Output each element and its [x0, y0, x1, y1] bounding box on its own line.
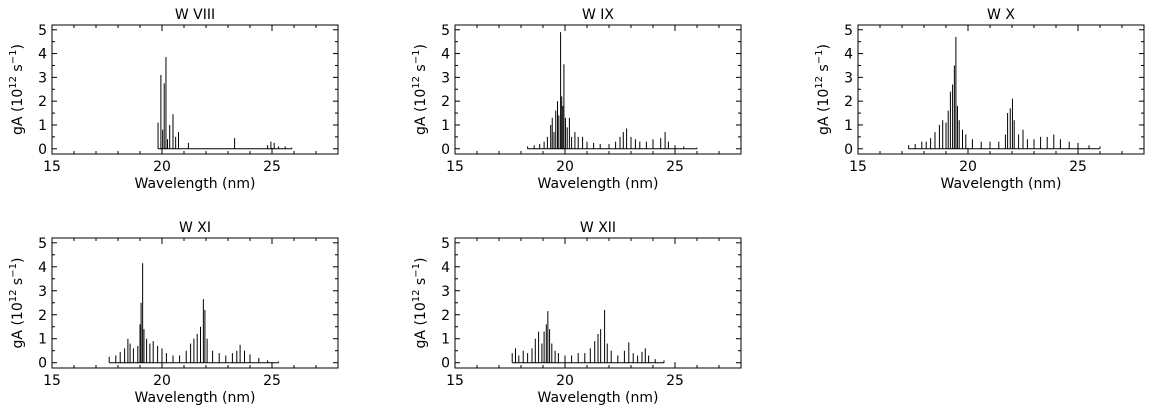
y-axis-label: gA (1012 s−1)	[814, 44, 832, 135]
x-axis-label: Wavelength (nm)	[538, 390, 659, 406]
chart-title: W IX	[582, 7, 614, 23]
y-tick-label: 5	[38, 236, 47, 252]
y-tick-label: 4	[441, 47, 450, 63]
chart-title: W XI	[179, 220, 211, 236]
y-tick-label: 3	[844, 70, 853, 86]
y-axis-label-superscript: 12	[411, 290, 422, 303]
y-tick-label: 1	[38, 332, 47, 348]
plot-frame	[454, 24, 742, 155]
y-tick-label: 2	[844, 94, 853, 110]
x-tick-label: 20	[556, 373, 574, 389]
y-axis-label-superscript: −1	[8, 50, 19, 65]
y-tick-label: 3	[441, 284, 450, 300]
y-axis-label-superscript: −1	[8, 263, 19, 278]
y-axis-label-part: )	[413, 258, 429, 263]
x-axis-label: Wavelength (nm)	[941, 176, 1062, 192]
y-tick-label: 2	[38, 308, 47, 324]
y-tick-label: 2	[38, 94, 47, 110]
y-tick-label: 1	[441, 332, 450, 348]
y-tick-label: 1	[441, 118, 450, 134]
y-axis-label-superscript: −1	[411, 50, 422, 65]
x-tick-label: 20	[556, 159, 574, 175]
y-tick-label: 3	[441, 70, 450, 86]
y-axis-label-part: s	[10, 278, 26, 290]
y-axis-label-part: s	[413, 64, 429, 76]
y-axis-label-superscript: 12	[8, 290, 19, 303]
y-axis-label-part: s	[10, 64, 26, 76]
y-axis-label-superscript: −1	[814, 50, 825, 65]
x-tick-label: 20	[153, 159, 171, 175]
y-axis-label-part: gA (10	[816, 89, 832, 135]
y-tick-label: 5	[844, 23, 853, 39]
y-tick-label: 0	[441, 356, 450, 372]
y-tick-label: 0	[38, 142, 47, 158]
y-tick-label: 0	[38, 356, 47, 372]
y-axis-label: gA (1012 s−1)	[411, 258, 429, 349]
y-axis-label: gA (1012 s−1)	[8, 258, 26, 349]
y-axis-label-part: s	[413, 278, 429, 290]
y-tick-label: 4	[38, 47, 47, 63]
chart-title: W X	[987, 7, 1015, 23]
y-tick-label: 4	[844, 47, 853, 63]
x-tick-label: 25	[263, 373, 281, 389]
x-axis-label: Wavelength (nm)	[135, 176, 256, 192]
y-tick-label: 5	[441, 236, 450, 252]
x-tick-label: 15	[43, 373, 61, 389]
y-axis-label-part: s	[816, 64, 832, 76]
x-tick-label: 15	[849, 159, 867, 175]
y-axis-label: gA (1012 s−1)	[411, 44, 429, 135]
x-tick-label: 25	[263, 159, 281, 175]
plot-frame	[51, 237, 339, 369]
x-tick-label: 15	[446, 159, 464, 175]
y-axis-label-superscript: 12	[411, 76, 422, 89]
y-tick-label: 2	[441, 94, 450, 110]
x-tick-label: 15	[43, 159, 61, 175]
y-tick-label: 5	[38, 23, 47, 39]
y-axis-label-superscript: 12	[8, 76, 19, 89]
y-axis-label-part: gA (10	[413, 89, 429, 135]
x-tick-label: 20	[153, 373, 171, 389]
x-axis-label: Wavelength (nm)	[538, 176, 659, 192]
y-tick-label: 3	[38, 284, 47, 300]
x-tick-label: 25	[1069, 159, 1087, 175]
y-tick-label: 1	[844, 118, 853, 134]
y-axis-label-part: gA (10	[10, 302, 26, 348]
y-tick-label: 2	[441, 308, 450, 324]
x-axis-label: Wavelength (nm)	[135, 390, 256, 406]
y-axis-label-part: )	[10, 44, 26, 49]
x-tick-label: 20	[959, 159, 977, 175]
plot-frame	[857, 24, 1145, 155]
x-tick-label: 15	[446, 373, 464, 389]
y-tick-label: 4	[38, 260, 47, 276]
y-axis-label-part: )	[816, 44, 832, 49]
y-axis-label-part: )	[413, 44, 429, 49]
y-tick-label: 5	[441, 23, 450, 39]
y-axis-label-part: gA (10	[413, 302, 429, 348]
chart-title: W VIII	[175, 7, 215, 23]
y-axis-label-part: gA (10	[10, 89, 26, 135]
y-axis-label-superscript: 12	[814, 76, 825, 89]
y-tick-label: 0	[844, 142, 853, 158]
y-tick-label: 3	[38, 70, 47, 86]
x-tick-label: 25	[666, 373, 684, 389]
y-tick-label: 0	[441, 142, 450, 158]
y-axis-label-superscript: −1	[411, 263, 422, 278]
y-axis-label-part: )	[10, 258, 26, 263]
x-tick-label: 25	[666, 159, 684, 175]
y-axis-label: gA (1012 s−1)	[8, 44, 26, 135]
chart-title: W XII	[580, 220, 616, 236]
plot-frame	[51, 24, 339, 155]
y-tick-label: 4	[441, 260, 450, 276]
y-tick-label: 1	[38, 118, 47, 134]
